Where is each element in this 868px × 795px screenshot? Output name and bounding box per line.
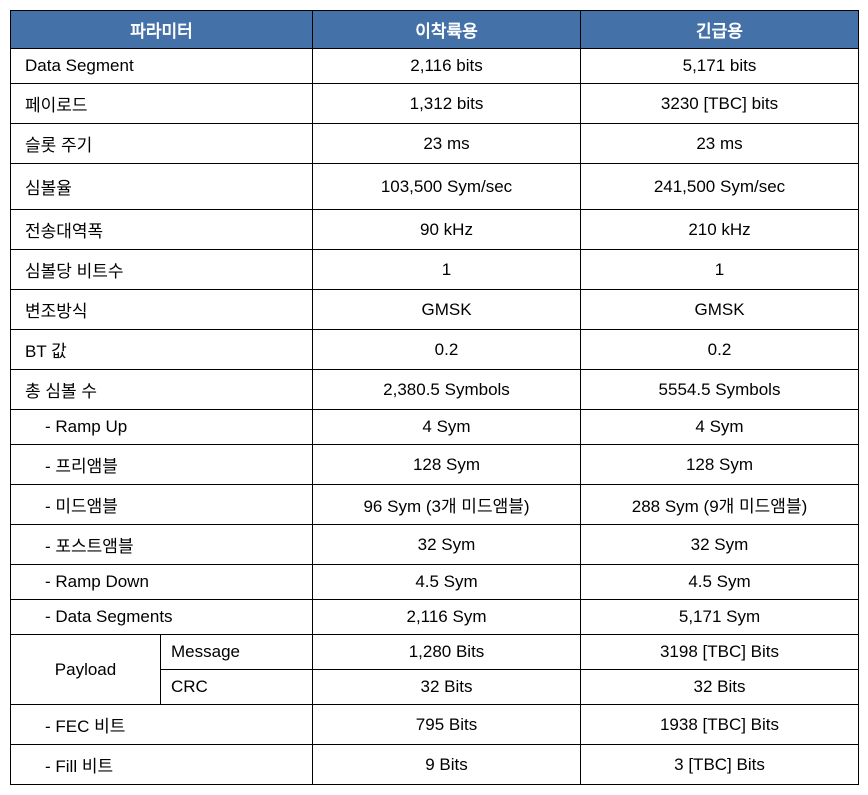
table-row: - 미드앰블96 Sym (3개 미드앰블)288 Sym (9개 미드앰블)	[11, 485, 859, 525]
header-col3: 긴급용	[581, 11, 859, 49]
value-cell-1: GMSK	[313, 290, 581, 330]
header-col2: 이착륙용	[313, 11, 581, 49]
table-row: 변조방식GMSKGMSK	[11, 290, 859, 330]
param-cell: 변조방식	[11, 290, 313, 330]
table-row: - Ramp Down4.5 Sym4.5 Sym	[11, 565, 859, 600]
table-row: 심볼당 비트수11	[11, 250, 859, 290]
param-cell: - FEC 비트	[11, 705, 313, 745]
payload-message-label: Message	[161, 635, 313, 670]
param-cell: - Data Segments	[11, 600, 313, 635]
table-row: - 프리앰블128 Sym128 Sym	[11, 445, 859, 485]
payload-crc-v1: 32 Bits	[313, 670, 581, 705]
table-row: 전송대역폭90 kHz210 kHz	[11, 210, 859, 250]
value-cell-1: 103,500 Sym/sec	[313, 164, 581, 210]
table-row: - Fill 비트9 Bits3 [TBC] Bits	[11, 745, 859, 785]
payload-crc-label: CRC	[161, 670, 313, 705]
param-cell: - Ramp Down	[11, 565, 313, 600]
value-cell-2: 23 ms	[581, 124, 859, 164]
value-cell-1: 32 Sym	[313, 525, 581, 565]
param-cell: 전송대역폭	[11, 210, 313, 250]
payload-row-message: PayloadMessage1,280 Bits3198 [TBC] Bits	[11, 635, 859, 670]
value-cell-2: 32 Sym	[581, 525, 859, 565]
table-row: BT 값0.20.2	[11, 330, 859, 370]
table-row: 슬롯 주기23 ms23 ms	[11, 124, 859, 164]
value-cell-1: 2,380.5 Symbols	[313, 370, 581, 410]
param-cell: - Ramp Up	[11, 410, 313, 445]
param-cell: 총 심볼 수	[11, 370, 313, 410]
value-cell-1: 96 Sym (3개 미드앰블)	[313, 485, 581, 525]
param-cell: 심볼당 비트수	[11, 250, 313, 290]
payload-message-v1: 1,280 Bits	[313, 635, 581, 670]
param-cell: - 프리앰블	[11, 445, 313, 485]
value-cell-1: 23 ms	[313, 124, 581, 164]
value-cell-2: 1	[581, 250, 859, 290]
value-cell-2: 3230 [TBC] bits	[581, 84, 859, 124]
value-cell-2: 0.2	[581, 330, 859, 370]
value-cell-2: 3 [TBC] Bits	[581, 745, 859, 785]
value-cell-2: 128 Sym	[581, 445, 859, 485]
value-cell-1: 795 Bits	[313, 705, 581, 745]
param-cell: 심볼율	[11, 164, 313, 210]
table-row: Data Segment2,116 bits5,171 bits	[11, 49, 859, 84]
value-cell-2: 1938 [TBC] Bits	[581, 705, 859, 745]
table-row: - Data Segments2,116 Sym5,171 Sym	[11, 600, 859, 635]
table-row: 페이로드1,312 bits3230 [TBC] bits	[11, 84, 859, 124]
table-row: 심볼율103,500 Sym/sec241,500 Sym/sec	[11, 164, 859, 210]
payload-crc-v2: 32 Bits	[581, 670, 859, 705]
value-cell-2: 5554.5 Symbols	[581, 370, 859, 410]
value-cell-1: 128 Sym	[313, 445, 581, 485]
value-cell-2: 288 Sym (9개 미드앰블)	[581, 485, 859, 525]
param-cell: Data Segment	[11, 49, 313, 84]
parameter-table: 파라미터 이착륙용 긴급용 Data Segment2,116 bits5,17…	[10, 10, 859, 785]
param-cell: - Fill 비트	[11, 745, 313, 785]
table-row: - 포스트앰블32 Sym32 Sym	[11, 525, 859, 565]
value-cell-1: 1,312 bits	[313, 84, 581, 124]
value-cell-1: 4.5 Sym	[313, 565, 581, 600]
value-cell-2: 4 Sym	[581, 410, 859, 445]
value-cell-2: 5,171 bits	[581, 49, 859, 84]
payload-label-cell: Payload	[11, 635, 161, 705]
payload-message-v2: 3198 [TBC] Bits	[581, 635, 859, 670]
header-param: 파라미터	[11, 11, 313, 49]
param-cell: - 미드앰블	[11, 485, 313, 525]
value-cell-2: 4.5 Sym	[581, 565, 859, 600]
table-header-row: 파라미터 이착륙용 긴급용	[11, 11, 859, 49]
param-cell: BT 값	[11, 330, 313, 370]
value-cell-2: 5,171 Sym	[581, 600, 859, 635]
value-cell-2: GMSK	[581, 290, 859, 330]
value-cell-2: 241,500 Sym/sec	[581, 164, 859, 210]
param-cell: 슬롯 주기	[11, 124, 313, 164]
value-cell-2: 210 kHz	[581, 210, 859, 250]
table-row: - FEC 비트795 Bits1938 [TBC] Bits	[11, 705, 859, 745]
value-cell-1: 1	[313, 250, 581, 290]
table-row: - Ramp Up4 Sym4 Sym	[11, 410, 859, 445]
value-cell-1: 90 kHz	[313, 210, 581, 250]
value-cell-1: 9 Bits	[313, 745, 581, 785]
value-cell-1: 2,116 Sym	[313, 600, 581, 635]
param-cell: 페이로드	[11, 84, 313, 124]
param-cell: - 포스트앰블	[11, 525, 313, 565]
table-row: 총 심볼 수2,380.5 Symbols5554.5 Symbols	[11, 370, 859, 410]
value-cell-1: 2,116 bits	[313, 49, 581, 84]
value-cell-1: 4 Sym	[313, 410, 581, 445]
value-cell-1: 0.2	[313, 330, 581, 370]
